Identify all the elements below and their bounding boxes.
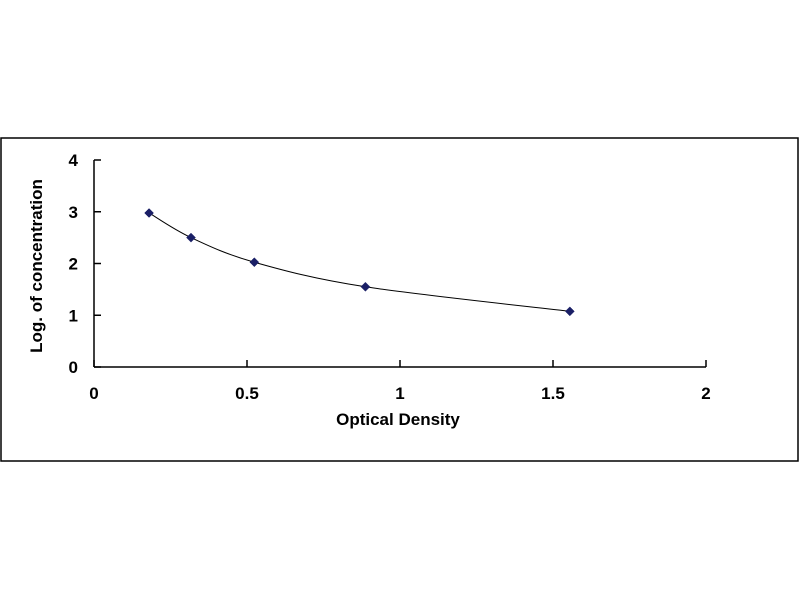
y-tick-label: 0 [69,358,78,377]
data-point [360,281,371,292]
fit-curve [148,212,570,312]
data-point [564,306,575,317]
x-tick-label: 1.5 [541,384,565,403]
x-tick-label: 0.5 [235,384,259,403]
x-tick-label: 0 [89,384,98,403]
chart-frame [0,137,799,462]
y-tick-label: 2 [69,255,78,274]
x-tick-label: 2 [701,384,710,403]
ticks [93,159,707,368]
x-tick-label: 1 [395,384,404,403]
data-point [144,208,154,218]
data-point [249,257,260,268]
y-axis-title: Log. of concentration [27,179,46,353]
y-tick-label: 3 [69,203,78,222]
x-axis-title: Optical Density [336,410,460,429]
y-tick-label: 4 [69,151,79,170]
tick-labels: 0 0.5 1 1.5 2 0 1 2 3 4 [69,151,711,403]
markers [144,208,575,317]
y-tick-label: 1 [69,306,78,325]
data-point [186,232,196,243]
